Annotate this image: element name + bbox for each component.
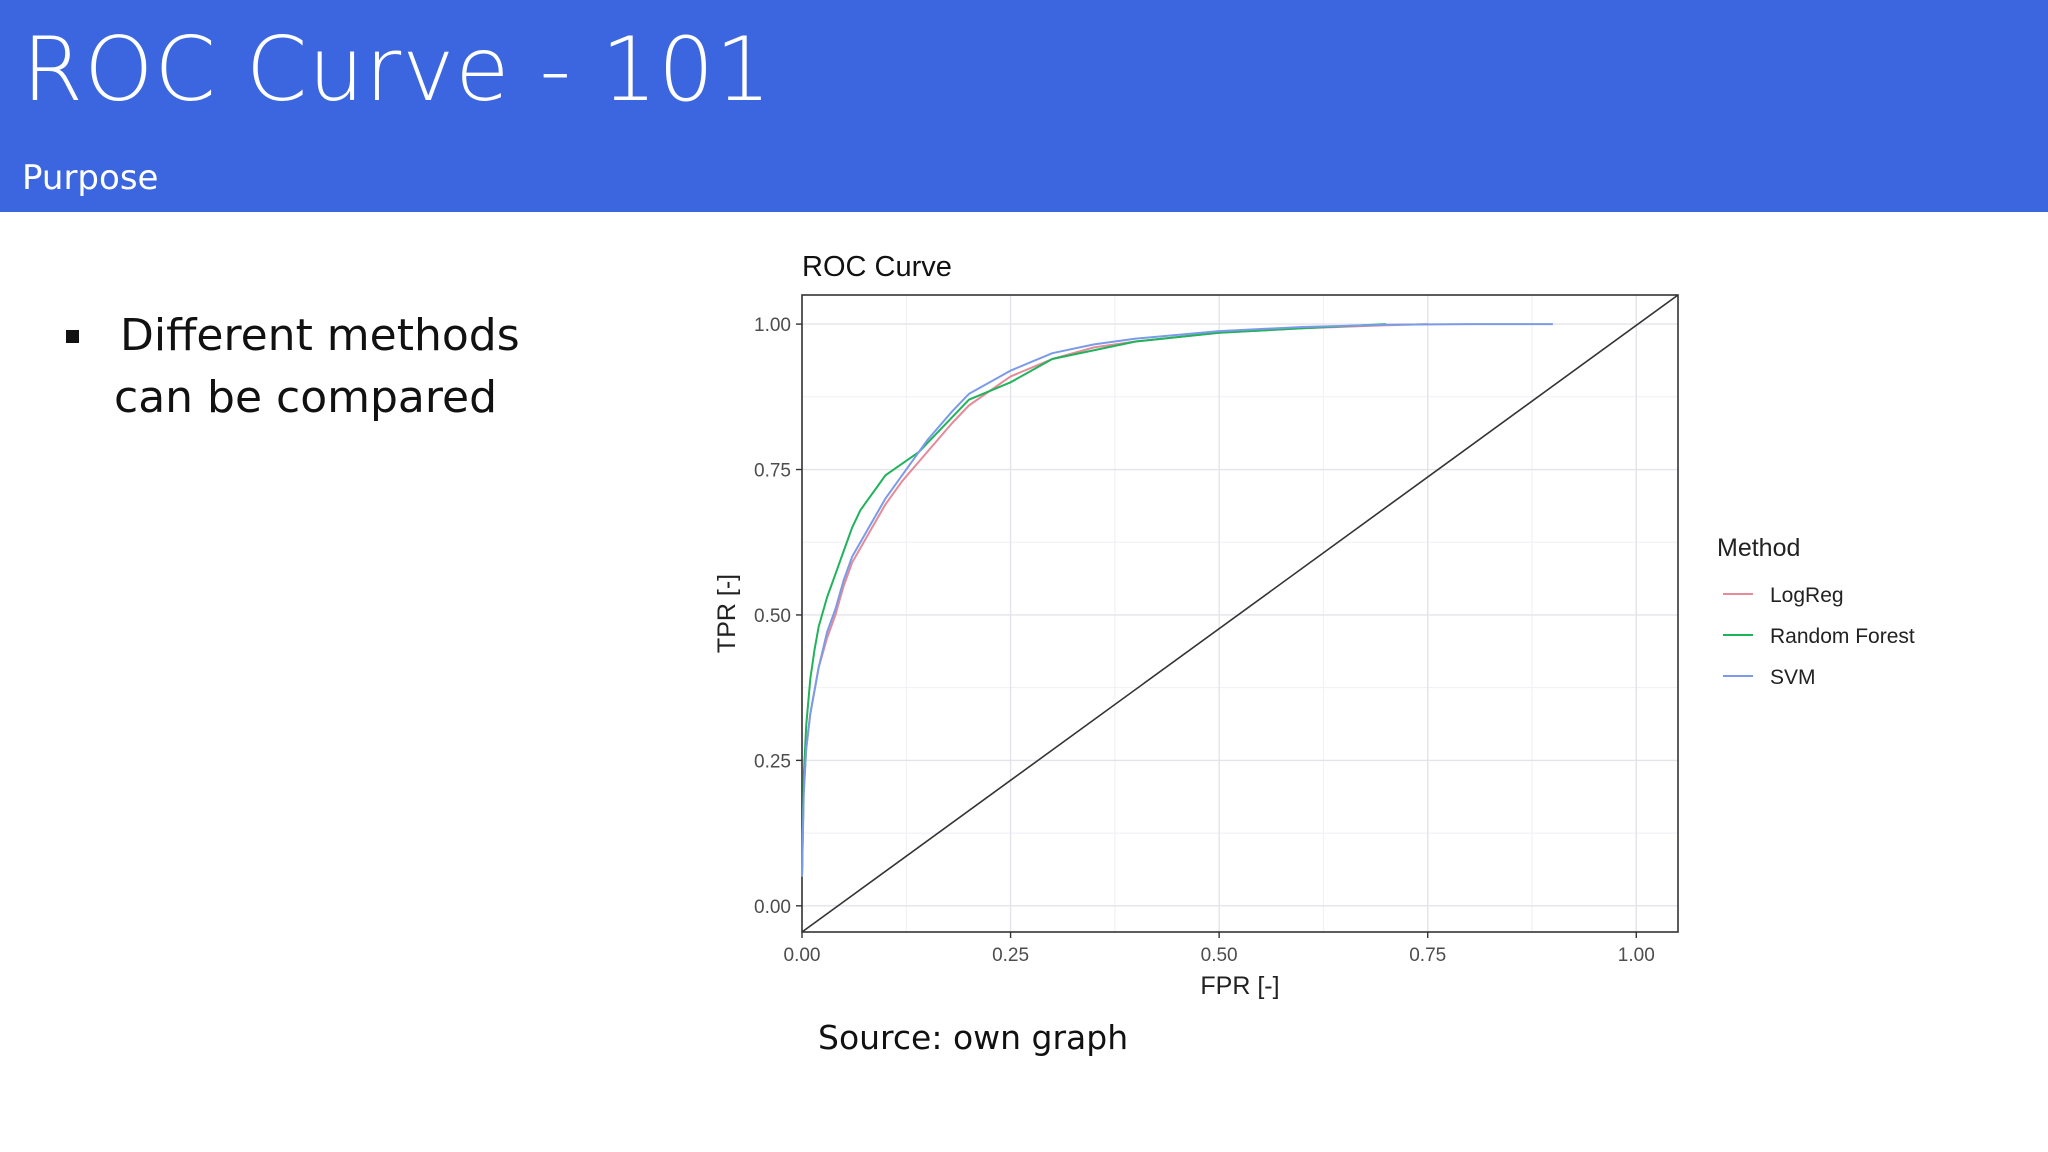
series-lines	[801, 323, 1553, 877]
legend-title: Method	[1717, 534, 1800, 562]
y-tick-label: 0.00	[754, 897, 791, 918]
chart-grid	[801, 295, 1678, 932]
slide-subtitle: Purpose	[22, 158, 159, 198]
x-tick-label: 1.00	[1618, 945, 1655, 966]
bullet-list: Different methods can be compared	[62, 305, 582, 429]
series-line-svm	[801, 323, 1553, 877]
roc-chart: ROC Curve 0.00 0.25 0.50 0.75 1.000.000.250.…	[713, 251, 1915, 1000]
x-tick-label: 0.50	[1201, 945, 1238, 966]
chart-title: ROC Curve	[802, 251, 952, 283]
y-tick-label: 1.00	[754, 315, 791, 336]
y-tick-label: 0.75	[754, 461, 791, 482]
slide-header: ROC Curve - 101 Purpose	[0, 0, 2048, 212]
bullet-line-2: can be compared	[114, 372, 498, 423]
legend-label-random-forest: Random Forest	[1770, 625, 1915, 648]
legend-label-svm: SVM	[1770, 666, 1816, 689]
x-axis-title: FPR [-]	[1200, 972, 1279, 1000]
slide-title: ROC Curve - 101	[22, 18, 773, 121]
y-tick-label: 0.50	[754, 606, 791, 627]
x-tick-label: 0.00	[784, 945, 821, 966]
reference-diagonal	[801, 294, 1679, 933]
plot-panel	[801, 294, 1679, 933]
x-tick-label: 0.75	[1409, 945, 1446, 966]
source-caption: Source: own graph	[818, 1018, 1129, 1057]
y-tick-label: 0.25	[754, 751, 791, 772]
axis-ticks: 0.00 0.25 0.50 0.75 1.00 0.00 0.25 0.50 0.75 1.00	[754, 315, 1655, 966]
bullet-square-icon	[66, 330, 79, 343]
bullet-line-1: Different methods	[120, 310, 520, 361]
chart-legend: Method LogReg Random Forest SVM	[1717, 534, 1915, 689]
series-line-random-forest	[801, 323, 1387, 877]
x-tick-label: 0.25	[992, 945, 1029, 966]
legend-label-logreg: LogReg	[1770, 584, 1844, 607]
y-axis-title: TPR [-]	[713, 574, 741, 653]
